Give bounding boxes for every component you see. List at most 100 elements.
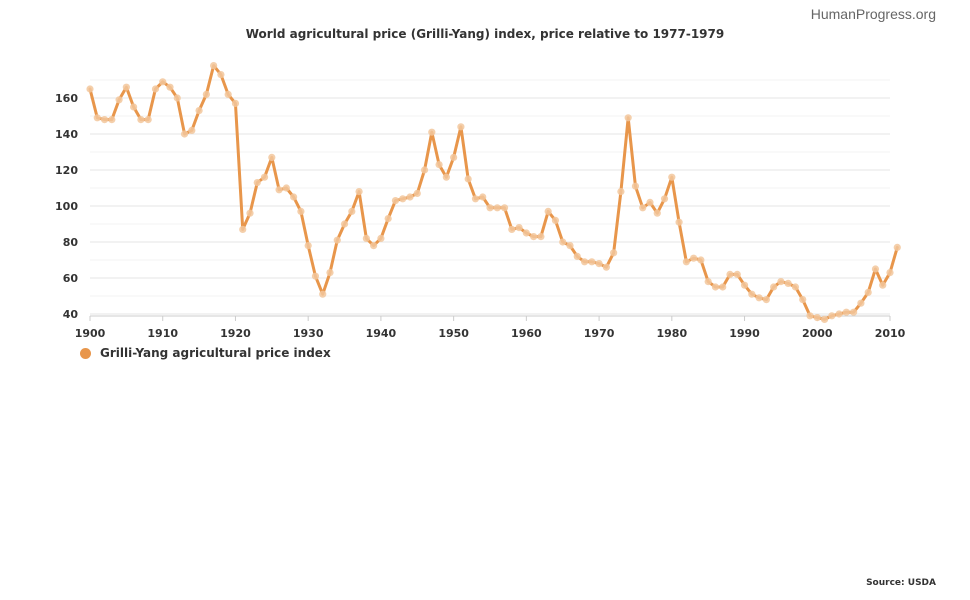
data-point: [748, 290, 756, 298]
data-point: [726, 270, 734, 278]
data-point: [428, 128, 436, 136]
x-tick-label: 1990: [729, 327, 760, 340]
data-point: [493, 204, 501, 212]
data-point: [813, 314, 821, 322]
data-point: [544, 207, 552, 215]
data-point: [355, 188, 363, 196]
y-tick-label: 160: [55, 92, 78, 105]
data-point: [820, 315, 829, 323]
data-point: [231, 99, 240, 107]
data-point: [697, 256, 705, 264]
y-tick-label: 100: [55, 200, 78, 213]
x-tick-label: 1930: [293, 327, 324, 340]
data-point: [573, 252, 581, 260]
legend[interactable]: Grilli-Yang agricultural price index: [80, 346, 331, 360]
data-point: [290, 193, 298, 201]
x-tick-label: 2000: [802, 327, 833, 340]
data-point: [333, 236, 341, 244]
data-point: [268, 153, 276, 161]
data-point: [348, 207, 356, 215]
data-point: [159, 78, 167, 86]
data-point: [420, 166, 429, 174]
data-point: [639, 204, 647, 212]
data-point: [457, 123, 465, 131]
data-point: [340, 220, 349, 228]
data-point: [733, 270, 741, 278]
data-point: [406, 193, 414, 201]
data-point: [108, 116, 116, 124]
data-point: [588, 258, 596, 266]
data-point: [791, 283, 800, 291]
x-tick-label: 1940: [366, 327, 397, 340]
data-point: [486, 204, 494, 212]
data-point: [675, 218, 683, 226]
data-point: [253, 179, 261, 187]
data-point: [362, 234, 370, 242]
data-point: [413, 189, 421, 197]
source-note: Source: USDA: [866, 578, 936, 588]
x-tick-label: 1960: [511, 327, 542, 340]
data-point: [668, 173, 676, 181]
data-point: [530, 233, 538, 241]
y-tick-label: 60: [63, 272, 79, 285]
chart-title: World agricultural price (Grilli-Yang) i…: [245, 27, 725, 41]
data-point: [857, 299, 865, 307]
data-point: [653, 209, 661, 217]
data-point: [326, 269, 334, 277]
data-point: [130, 103, 138, 111]
data-point: [464, 175, 472, 183]
series-line: [88, 64, 899, 321]
data-point: [755, 294, 763, 302]
data-point: [370, 242, 378, 250]
data-point: [770, 283, 778, 291]
data-point: [777, 278, 785, 286]
data-point: [224, 90, 232, 98]
data-point: [784, 279, 792, 287]
data-point: [260, 173, 269, 181]
y-tick-label: 80: [63, 236, 79, 249]
data-point: [682, 258, 690, 266]
data-point: [377, 234, 385, 242]
data-point: [886, 269, 894, 277]
data-point: [217, 71, 225, 79]
data-point: [115, 96, 123, 104]
x-tick-label: 1950: [438, 327, 469, 340]
x-tick-label: 1900: [75, 327, 106, 340]
data-point: [617, 188, 625, 196]
data-point: [871, 265, 880, 273]
data-point: [602, 263, 610, 271]
y-tick-label: 140: [55, 128, 78, 141]
data-point: [122, 83, 130, 91]
data-point: [646, 198, 654, 206]
data-point: [595, 260, 603, 268]
data-point: [180, 130, 189, 138]
data-point: [835, 310, 843, 318]
data-point: [151, 85, 160, 93]
data-point: [100, 116, 109, 124]
data-point: [282, 184, 290, 192]
data-point: [311, 272, 320, 280]
data-point: [719, 283, 727, 291]
data-point: [551, 216, 560, 224]
data-point: [93, 114, 101, 122]
data-point: [297, 207, 305, 215]
data-point: [384, 215, 392, 223]
data-point: [660, 195, 669, 203]
data-point: [319, 290, 327, 298]
data-point: [166, 83, 174, 91]
data-point: [195, 107, 203, 115]
data-point: [399, 195, 407, 203]
data-point: [435, 161, 443, 169]
x-tick-label: 1980: [657, 327, 688, 340]
data-point: [566, 242, 574, 250]
data-point: [864, 288, 872, 296]
data-point: [740, 281, 749, 289]
data-point: [631, 182, 640, 190]
data-point: [799, 296, 807, 304]
data-point: [537, 233, 545, 241]
data-point: [690, 254, 698, 262]
data-point: [137, 116, 145, 124]
y-tick-label: 40: [63, 308, 79, 321]
data-point: [624, 114, 632, 122]
data-point: [246, 209, 254, 217]
